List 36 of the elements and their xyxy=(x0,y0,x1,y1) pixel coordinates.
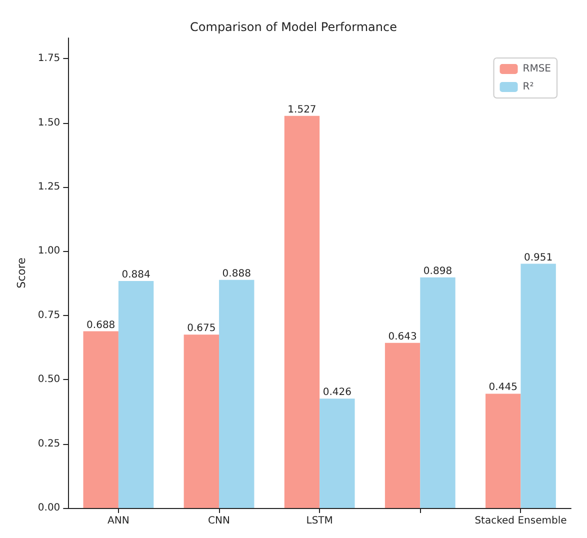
y-tick-label: 1.00 xyxy=(38,246,60,257)
x-tick-label: LSTM xyxy=(306,516,333,526)
legend-label: R² xyxy=(522,82,534,92)
y-axis-title: Score xyxy=(15,257,28,288)
bar xyxy=(83,331,118,508)
y-tick-label: 0.50 xyxy=(38,374,60,386)
data-label: 0.643 xyxy=(388,331,417,342)
data-label: 0.884 xyxy=(122,269,150,280)
data-label: 0.445 xyxy=(488,382,518,394)
bar xyxy=(320,398,355,508)
y-tick-label: 1.25 xyxy=(38,181,60,192)
bar xyxy=(384,342,420,508)
data-label: 0.426 xyxy=(322,387,352,398)
data-label: 0.888 xyxy=(222,268,251,280)
data-label: 0.675 xyxy=(187,323,216,334)
bar xyxy=(118,280,154,508)
bar xyxy=(219,280,254,508)
y-tick-label: 0.00 xyxy=(38,502,60,514)
data-label: 0.688 xyxy=(86,320,116,331)
x-tick-label: Stacked Ensemble xyxy=(474,516,567,526)
bar xyxy=(520,264,556,508)
bar xyxy=(184,334,220,508)
y-tick-label: 1.75 xyxy=(38,53,60,64)
x-tick-label: ANN xyxy=(108,516,130,526)
y-tick-label: 0.75 xyxy=(38,310,60,321)
data-label: 1.527 xyxy=(288,104,316,116)
bar xyxy=(420,277,456,508)
x-tick-label: CNN xyxy=(208,516,230,526)
bar xyxy=(284,116,320,508)
legend-label: RMSE xyxy=(522,64,552,74)
data-label: 0.898 xyxy=(423,266,452,277)
data-label: 0.951 xyxy=(524,252,553,264)
bar xyxy=(486,394,521,508)
y-tick-label: 0.25 xyxy=(38,438,60,450)
chart-title: Comparison of Model Performance xyxy=(190,20,397,34)
y-tick-label: 1.50 xyxy=(38,117,60,128)
